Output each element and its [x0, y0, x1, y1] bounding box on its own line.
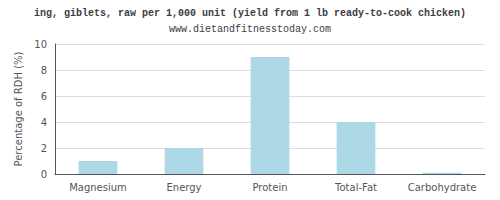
svg-text:2: 2: [41, 143, 47, 154]
svg-text:Percentage of RDH (%): Percentage of RDH (%): [13, 51, 24, 166]
svg-text:Magnesium: Magnesium: [69, 182, 127, 193]
svg-text:www.dietandfitnesstoday.com: www.dietandfitnesstoday.com: [169, 24, 331, 35]
svg-text:Total-Fat: Total-Fat: [334, 182, 377, 193]
svg-text:ing, giblets, raw per 1,000 un: ing, giblets, raw per 1,000 unit (yield …: [34, 8, 466, 19]
svg-text:Carbohydrate: Carbohydrate: [408, 182, 477, 193]
svg-text:6: 6: [41, 91, 47, 102]
svg-text:10: 10: [34, 39, 47, 50]
svg-text:Protein: Protein: [252, 182, 287, 193]
svg-text:4: 4: [41, 117, 47, 128]
svg-text:0: 0: [41, 169, 47, 180]
svg-text:Energy: Energy: [166, 182, 201, 193]
svg-text:8: 8: [41, 65, 47, 76]
